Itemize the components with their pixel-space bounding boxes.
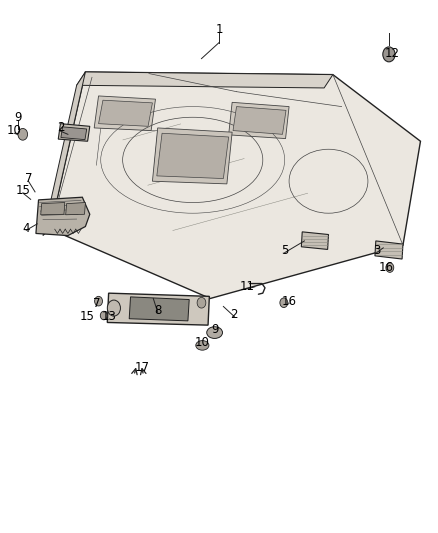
Polygon shape xyxy=(152,128,232,184)
Text: 16: 16 xyxy=(379,261,394,274)
Polygon shape xyxy=(36,197,90,236)
Text: 13: 13 xyxy=(101,310,116,323)
Text: 2: 2 xyxy=(230,308,238,321)
Polygon shape xyxy=(50,72,420,298)
Text: 9: 9 xyxy=(211,323,219,336)
Polygon shape xyxy=(41,203,65,215)
Polygon shape xyxy=(99,100,152,126)
Polygon shape xyxy=(43,72,85,236)
Circle shape xyxy=(18,128,28,140)
Text: 5: 5 xyxy=(281,244,288,257)
Text: 15: 15 xyxy=(15,184,30,197)
Polygon shape xyxy=(229,102,289,139)
Text: 11: 11 xyxy=(240,280,255,293)
Circle shape xyxy=(107,300,120,316)
Text: 2: 2 xyxy=(57,122,64,134)
Text: 9: 9 xyxy=(14,111,22,124)
Text: 10: 10 xyxy=(7,124,22,137)
Text: 4: 4 xyxy=(22,222,30,235)
Text: 17: 17 xyxy=(135,361,150,374)
Polygon shape xyxy=(61,127,87,140)
Text: 8: 8 xyxy=(154,304,161,317)
Circle shape xyxy=(383,47,395,62)
Polygon shape xyxy=(233,107,286,134)
Circle shape xyxy=(100,311,107,320)
Text: 15: 15 xyxy=(79,310,94,323)
Text: 1: 1 xyxy=(215,23,223,36)
Circle shape xyxy=(280,298,288,308)
Circle shape xyxy=(197,297,206,308)
Polygon shape xyxy=(375,241,403,259)
Polygon shape xyxy=(58,124,90,141)
Text: 3: 3 xyxy=(373,244,380,257)
Polygon shape xyxy=(301,232,328,249)
Text: 7: 7 xyxy=(25,172,32,185)
Ellipse shape xyxy=(196,341,209,350)
Polygon shape xyxy=(77,72,333,88)
Text: 7: 7 xyxy=(93,297,101,310)
Text: 12: 12 xyxy=(385,47,399,60)
Text: 10: 10 xyxy=(195,336,210,349)
Polygon shape xyxy=(94,96,155,131)
Text: 16: 16 xyxy=(282,295,297,308)
Ellipse shape xyxy=(207,327,223,338)
Polygon shape xyxy=(107,293,209,325)
Polygon shape xyxy=(66,203,85,215)
Circle shape xyxy=(386,263,394,272)
Polygon shape xyxy=(129,297,189,321)
Polygon shape xyxy=(157,133,229,179)
Circle shape xyxy=(95,296,102,306)
